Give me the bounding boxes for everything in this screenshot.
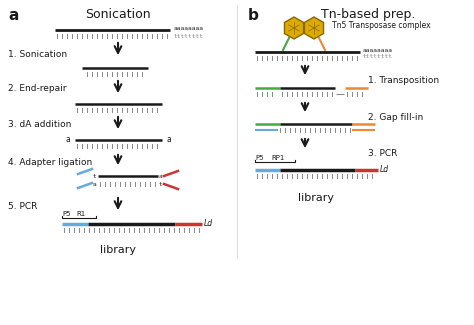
Text: 2. Gap fill-in: 2. Gap fill-in — [368, 113, 423, 122]
Text: Tn-based prep.: Tn-based prep. — [321, 8, 415, 21]
Text: P5: P5 — [255, 155, 264, 161]
Text: P5: P5 — [62, 211, 71, 217]
Text: RP1: RP1 — [271, 155, 284, 161]
Text: Tn5 Transposase complex: Tn5 Transposase complex — [332, 21, 430, 31]
Text: tttttttt: tttttttt — [363, 55, 393, 59]
Text: aaaaaaaa: aaaaaaaa — [363, 47, 393, 53]
Text: aaaaaaaa: aaaaaaaa — [174, 25, 204, 31]
Text: Ld: Ld — [204, 219, 213, 228]
Text: 3. dA addition: 3. dA addition — [8, 120, 72, 129]
Text: b: b — [248, 8, 259, 23]
Text: a: a — [159, 174, 163, 178]
Text: t: t — [159, 181, 163, 187]
Text: library: library — [100, 245, 136, 255]
Text: Ld: Ld — [380, 165, 389, 175]
Polygon shape — [284, 17, 303, 39]
Text: a: a — [93, 181, 97, 187]
Polygon shape — [304, 17, 324, 39]
Text: t: t — [93, 174, 97, 178]
Text: 1. Transposition: 1. Transposition — [368, 76, 439, 85]
Text: a: a — [65, 136, 70, 145]
Text: library: library — [298, 193, 334, 203]
Text: R1: R1 — [76, 211, 85, 217]
Text: 3. PCR: 3. PCR — [368, 149, 397, 158]
Text: a: a — [167, 136, 172, 145]
Text: Sonication: Sonication — [85, 8, 151, 21]
Text: a: a — [8, 8, 18, 23]
Text: 1. Sonication: 1. Sonication — [8, 50, 67, 59]
Text: 5. PCR: 5. PCR — [8, 202, 37, 211]
Text: tttttttt: tttttttt — [174, 33, 204, 38]
Text: 4. Adapter ligation: 4. Adapter ligation — [8, 158, 92, 167]
Text: 2. End-repair: 2. End-repair — [8, 84, 66, 93]
